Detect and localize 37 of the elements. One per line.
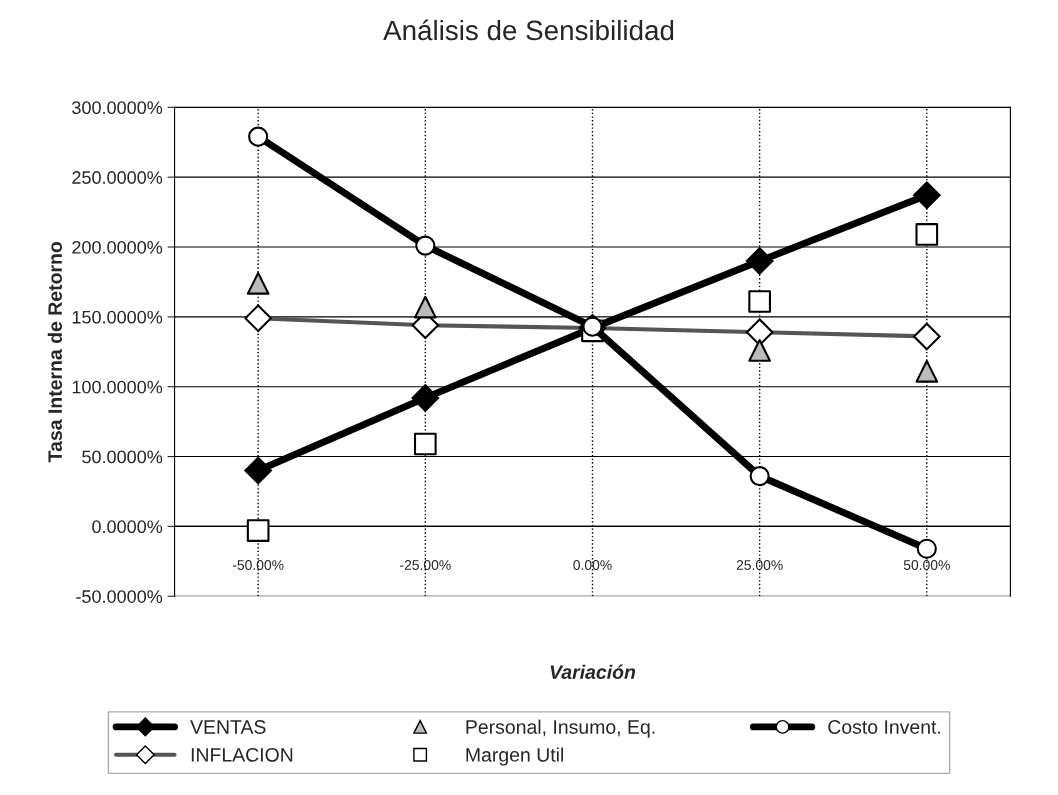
chart-title: Análisis de Sensibilidad xyxy=(383,19,674,41)
point xyxy=(415,235,436,256)
point xyxy=(413,432,437,456)
point xyxy=(915,360,939,383)
legend-label: Margen Util xyxy=(466,747,563,766)
point xyxy=(244,456,272,485)
y-tick-label: 250.0000% xyxy=(72,171,163,184)
y-tick-label: 0.0000% xyxy=(92,520,163,534)
legend-label: Personal, Insumo, Eq. xyxy=(466,719,655,738)
point xyxy=(916,538,937,559)
y-tick-label: 50.0000% xyxy=(82,450,163,464)
x-tick-label: 50.00% xyxy=(903,560,950,570)
x-tick-label: 25.00% xyxy=(736,560,783,570)
point xyxy=(748,339,771,362)
y-tick-label: -50.0000% xyxy=(76,590,163,603)
point xyxy=(745,247,774,275)
point xyxy=(248,126,269,147)
legend-label: VENTAS xyxy=(190,720,266,734)
x-tick-label: -25.00% xyxy=(400,560,451,570)
point xyxy=(246,519,270,542)
y-tick-label: 200.0000% xyxy=(72,240,163,254)
point xyxy=(413,295,437,319)
legend-label: Costo Invent. xyxy=(828,720,941,734)
x-axis-title: Variación xyxy=(550,664,636,679)
y-axis-title: Tasa Interna de Retorno xyxy=(47,241,63,463)
point xyxy=(913,181,941,210)
legend-label: INFLACION xyxy=(191,747,293,762)
x-tick-label: -50.00% xyxy=(232,560,284,570)
point xyxy=(411,384,440,412)
point xyxy=(246,272,270,295)
y-tick-label: 100.0000% xyxy=(72,380,163,394)
y-tick-label: 150.0000% xyxy=(72,310,163,324)
point xyxy=(749,466,770,487)
y-tick-label: 300.0000% xyxy=(72,101,163,115)
point xyxy=(915,223,939,246)
point xyxy=(748,290,771,313)
x-tick-label: 0.00% xyxy=(573,560,612,570)
